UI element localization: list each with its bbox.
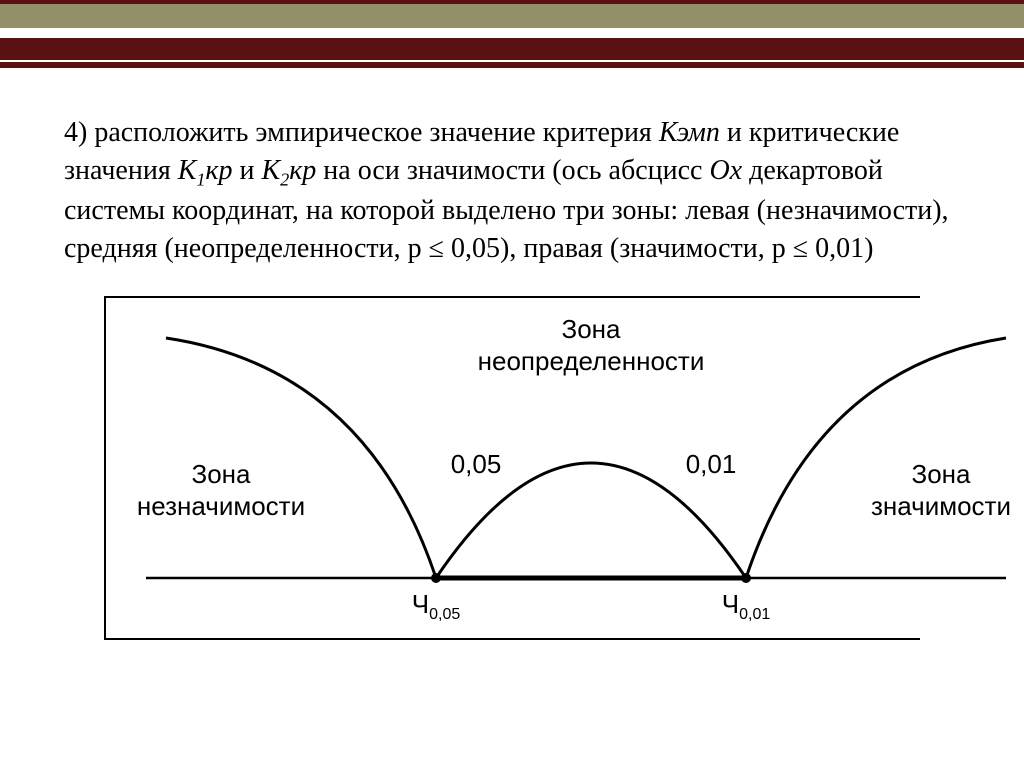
text: на оси значимости (ось абсцисс (316, 155, 709, 186)
k1-letter: К (178, 155, 197, 186)
diagram-svg: ЗонанеопределенностиЗонанезначимостиЗона… (106, 298, 1024, 638)
body-paragraph: 4) расположить эмпирическое значение кри… (64, 114, 960, 268)
label-left-1: Зона (192, 459, 252, 489)
tick-dot-1 (431, 573, 441, 583)
label-001: 0,01 (686, 449, 737, 479)
bar-gap (0, 28, 1024, 38)
bar-olive (0, 4, 1024, 28)
k2-tail: кр (289, 155, 316, 186)
k2: К2кр (262, 155, 317, 186)
significance-axis-diagram: ЗонанеопределенностиЗонанезначимостиЗона… (104, 296, 920, 640)
ox: Ох (709, 155, 742, 186)
tick-label-005: Ч0,05 (412, 589, 461, 623)
slide-content: 4) расположить эмпирическое значение кри… (0, 68, 1024, 640)
label-005: 0,05 (451, 449, 502, 479)
k1-tail: кр (205, 155, 232, 186)
bar-thick-dark (0, 38, 1024, 60)
curve-right (746, 338, 1006, 578)
k2-sub: 2 (280, 169, 289, 189)
label-left-2: незначимости (137, 491, 305, 521)
tick-label-001: Ч0,01 (722, 589, 771, 623)
label-top-2: неопределенности (478, 346, 705, 376)
label-right-2: значимости (871, 491, 1011, 521)
slide-top-border (0, 0, 1024, 68)
k1: К1кр (178, 155, 233, 186)
text: и (233, 155, 262, 186)
label-top-1: Зона (562, 314, 622, 344)
curve-middle (436, 463, 746, 578)
curve-left (166, 338, 436, 578)
k-emp: Кэмп (659, 117, 720, 148)
k2-letter: К (262, 155, 281, 186)
tick-dot-2 (741, 573, 751, 583)
text: 4) расположить эмпирическое значение кри… (64, 117, 659, 148)
label-right-1: Зона (912, 459, 972, 489)
